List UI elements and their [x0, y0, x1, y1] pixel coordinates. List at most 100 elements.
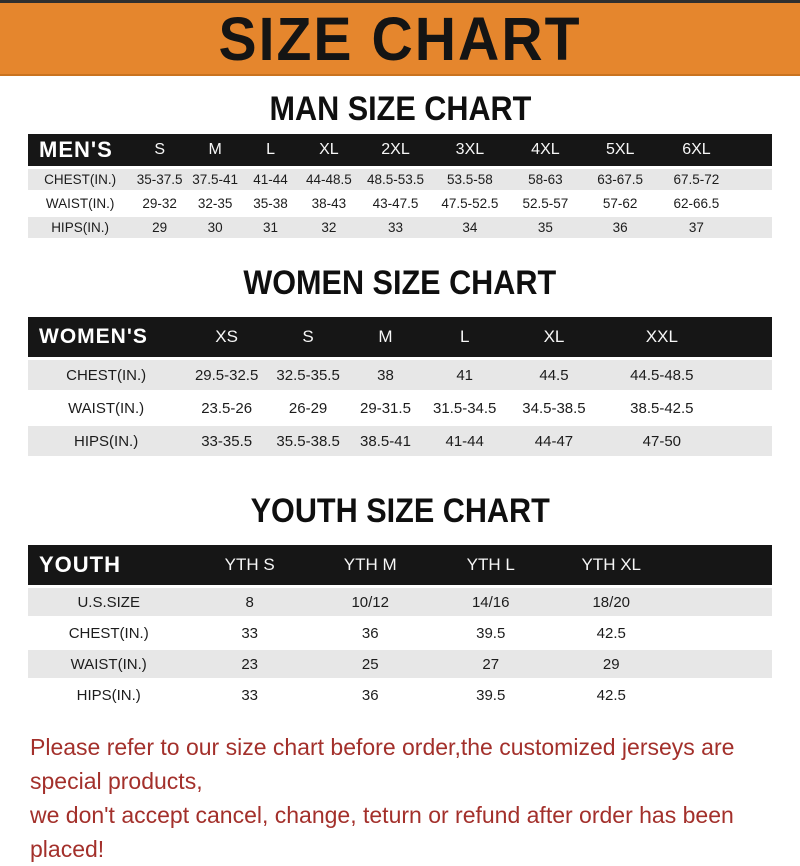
- size-cell: 33: [189, 681, 310, 709]
- size-cell: 26-29: [269, 393, 348, 423]
- size-cell: 35-37.5: [132, 169, 188, 190]
- size-cell: 42.5: [550, 619, 672, 647]
- size-cell: 41-44: [423, 426, 506, 456]
- size-cell: 27: [430, 650, 551, 678]
- size-column-header: YTH M: [309, 545, 431, 585]
- size-cell: 25: [309, 650, 431, 678]
- filler-cell: [721, 393, 772, 423]
- size-cell: 58-63: [508, 169, 583, 190]
- youth-header-row: YOUTH YTH S YTH M YTH L YTH XL: [28, 545, 772, 585]
- row-label: HIPS(IN.): [28, 681, 190, 709]
- size-cell: 23.5-26: [184, 393, 270, 423]
- order-disclaimer: Please refer to our size chart before or…: [0, 730, 800, 866]
- row-label: CHEST(IN.): [28, 169, 133, 190]
- youth-size-table: YOUTH YTH S YTH M YTH L YTH XL U.S.SIZE 8 10/1…: [28, 542, 772, 712]
- filler-cell: [721, 426, 772, 456]
- filler-cell: [671, 681, 772, 709]
- size-cell: 29: [550, 650, 672, 678]
- filler-cell: [734, 169, 772, 190]
- size-chart-banner: SIZE CHART: [0, 0, 800, 76]
- size-cell: 47-50: [602, 426, 722, 456]
- table-corner-label: MEN'S: [28, 134, 133, 166]
- disclaimer-line-1: Please refer to our size chart before or…: [30, 734, 735, 794]
- size-cell: 29-31.5: [347, 393, 424, 423]
- size-column-header: 5XL: [582, 134, 659, 166]
- filler-cell: [671, 619, 772, 647]
- size-cell: 67.5-72: [658, 169, 735, 190]
- size-column-header: S: [269, 317, 348, 357]
- youth-section-heading: YOUTH SIZE CHART: [250, 492, 550, 530]
- row-label: U.S.SIZE: [28, 588, 190, 616]
- size-cell: 32-35: [187, 193, 243, 214]
- size-column-header: S: [132, 134, 188, 166]
- filler-cell: [734, 193, 772, 214]
- table-row: WAIST(IN.) 29-32 32-35 35-38 38-43 43-47.5 47.…: [28, 193, 772, 214]
- size-column-header: XS: [184, 317, 270, 357]
- table-row: WAIST(IN.) 23 25 27 29: [28, 650, 772, 678]
- women-section-heading: WOMEN SIZE CHART: [243, 264, 557, 302]
- filler-cell: [734, 134, 772, 166]
- filler-cell: [721, 317, 772, 357]
- row-label: WAIST(IN.): [28, 393, 185, 423]
- size-cell: 44-47: [505, 426, 603, 456]
- size-cell: 53.5-58: [431, 169, 509, 190]
- size-cell: 44-48.5: [298, 169, 360, 190]
- size-column-header: 3XL: [431, 134, 509, 166]
- row-label: CHEST(IN.): [28, 360, 185, 390]
- size-column-header: M: [347, 317, 424, 357]
- size-cell: 44.5: [505, 360, 603, 390]
- size-cell: 33: [189, 619, 310, 647]
- size-cell: 52.5-57: [508, 193, 583, 214]
- row-label: WAIST(IN.): [28, 193, 133, 214]
- size-cell: 29-32: [132, 193, 188, 214]
- page-title: SIZE CHART: [218, 3, 582, 74]
- size-column-header: L: [243, 134, 299, 166]
- table-row: HIPS(IN.) 33 36 39.5 42.5: [28, 681, 772, 709]
- women-header-row: WOMEN'S XS S M L XL XXL: [28, 317, 772, 357]
- size-cell: 37: [658, 217, 735, 238]
- size-cell: 57-62: [582, 193, 659, 214]
- size-column-header: XL: [505, 317, 603, 357]
- man-section-heading: MAN SIZE CHART: [269, 90, 531, 128]
- men-size-table: MEN'S S M L XL 2XL 3XL 4XL 5XL 6XL CHEST(IN.) 35-3…: [28, 131, 772, 241]
- size-cell: 39.5: [430, 681, 551, 709]
- table-row: HIPS(IN.) 33-35.5 35.5-38.5 38.5-41 41-44 44-…: [28, 426, 772, 456]
- size-column-header: 4XL: [508, 134, 583, 166]
- row-label: HIPS(IN.): [28, 426, 185, 456]
- size-cell: 36: [309, 681, 431, 709]
- size-cell: 35.5-38.5: [269, 426, 348, 456]
- size-cell: 35: [508, 217, 583, 238]
- size-cell: 33-35.5: [184, 426, 270, 456]
- size-cell: 29.5-32.5: [184, 360, 270, 390]
- size-cell: 8: [189, 588, 310, 616]
- disclaimer-line-2: we don't accept cancel, change, teturn o…: [30, 802, 734, 862]
- size-cell: 42.5: [550, 681, 672, 709]
- table-row: CHEST(IN.) 29.5-32.5 32.5-35.5 38 41 44.5 44.5…: [28, 360, 772, 390]
- table-row: U.S.SIZE 8 10/12 14/16 18/20: [28, 588, 772, 616]
- size-cell: 47.5-52.5: [431, 193, 509, 214]
- size-cell: 33: [359, 217, 432, 238]
- size-column-header: YTH L: [430, 545, 551, 585]
- size-cell: 48.5-53.5: [359, 169, 432, 190]
- size-cell: 36: [582, 217, 659, 238]
- size-cell: 39.5: [430, 619, 551, 647]
- size-column-header: 6XL: [658, 134, 735, 166]
- size-column-header: 2XL: [359, 134, 432, 166]
- size-cell: 38: [347, 360, 424, 390]
- table-row: CHEST(IN.) 35-37.5 37.5-41 41-44 44-48.5 48.5…: [28, 169, 772, 190]
- table-row: HIPS(IN.) 29 30 31 32 33 34 35 36 37: [28, 217, 772, 238]
- size-cell: 41: [423, 360, 506, 390]
- size-cell: 23: [189, 650, 310, 678]
- size-column-header: XL: [298, 134, 360, 166]
- size-cell: 31.5-34.5: [423, 393, 506, 423]
- filler-cell: [721, 360, 772, 390]
- women-size-table: WOMEN'S XS S M L XL XXL CHEST(IN.) 29.5-32.5 32.…: [28, 314, 772, 459]
- size-column-header: YTH XL: [550, 545, 672, 585]
- table-corner-label: YOUTH: [28, 545, 190, 585]
- row-label: HIPS(IN.): [28, 217, 133, 238]
- filler-cell: [671, 588, 772, 616]
- size-cell: 41-44: [243, 169, 299, 190]
- size-cell: 32: [298, 217, 360, 238]
- size-column-header: XXL: [602, 317, 722, 357]
- size-cell: 63-67.5: [582, 169, 659, 190]
